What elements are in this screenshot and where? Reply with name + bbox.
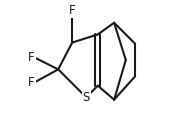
- Text: F: F: [69, 4, 76, 17]
- Text: F: F: [28, 51, 35, 64]
- Text: S: S: [82, 91, 90, 104]
- Text: F: F: [28, 76, 35, 89]
